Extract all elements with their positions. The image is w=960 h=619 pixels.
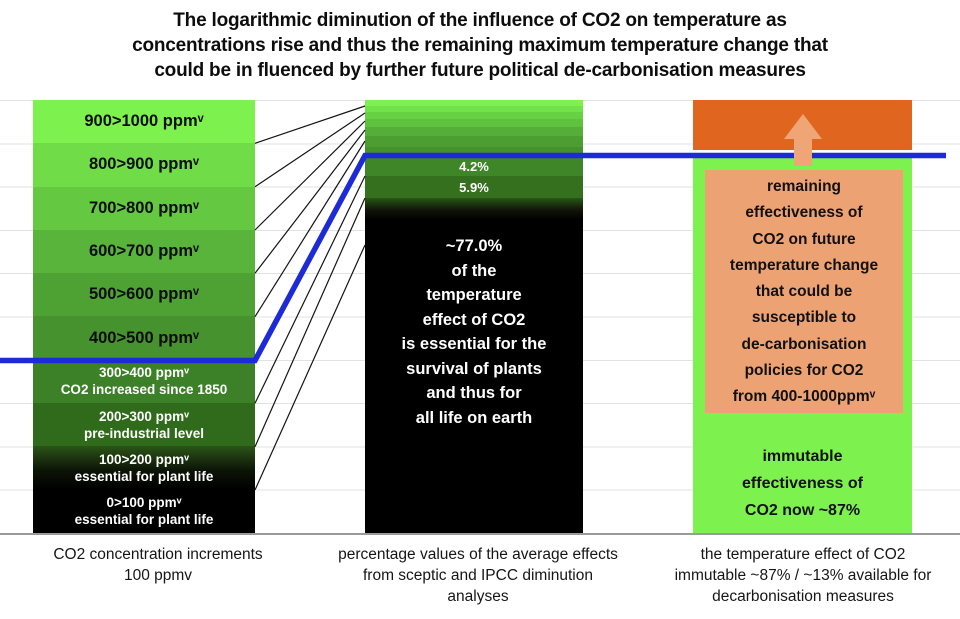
pct-label-300-400: 4.2% <box>459 159 489 174</box>
stripe-900-1000 <box>365 100 583 106</box>
band-label: 400>500 ppmᵛ <box>88 328 200 347</box>
box-line: that could be <box>755 283 853 301</box>
page-title: The logarithmic diminution of the influe… <box>40 8 920 83</box>
stripe-400-450 <box>365 147 583 157</box>
fade-to-black <box>365 198 583 220</box>
box-line: effectiveness of <box>745 204 863 222</box>
title-line-1: The logarithmic diminution of the influe… <box>173 10 787 31</box>
box-line: CO2 on future <box>752 230 856 248</box>
band-label: 100>200 ppmᵛ <box>98 452 190 468</box>
band-600-700: 600>700 ppmᵛ <box>33 229 255 274</box>
percentage-effects-column: 4.2% 5.9% ~77.0% of the temperature effe… <box>365 100 583 533</box>
immutable-line: immutable <box>762 448 843 465</box>
remaining-effectiveness-box: remaining effectiveness of CO2 on future… <box>705 170 903 413</box>
box-line: remaining <box>766 178 842 195</box>
band-400-500: 400>500 ppmᵛ <box>33 316 255 360</box>
title-line-3: could be in fluenced by further future p… <box>154 60 806 81</box>
band-label: 200>300 ppmᵛ <box>98 408 190 424</box>
band-300-400: 300>400 ppmᵛ CO2 increased since 1850 <box>33 359 255 404</box>
band-800-900: 800>900 ppmᵛ <box>33 143 255 187</box>
box-line: policies for CO2 <box>744 362 864 380</box>
caption-line: analyses <box>447 588 509 605</box>
fan-line <box>254 120 366 231</box>
black-text-line: effect of CO2 <box>422 310 526 329</box>
caption-line: from sceptic and IPCC diminution <box>362 567 593 584</box>
black-text-line: survival of plants <box>406 359 542 378</box>
pct-label-200-300: 5.9% <box>459 179 489 195</box>
band-sublabel: essential for plant life <box>74 469 214 485</box>
blue-boundary-polyline <box>0 152 946 364</box>
band-label: 900>1000 ppmᵛ <box>84 112 204 131</box>
band-label: 600>700 ppmᵛ <box>88 242 200 261</box>
immutable-line: effectiveness of <box>742 475 863 492</box>
band-label: 800>900 ppmᵛ <box>88 155 200 174</box>
caption-line: percentage values of the average effects <box>338 546 618 563</box>
stripe-200-300-pct: 5.9% <box>365 176 583 198</box>
black-text-line: temperature <box>426 286 522 304</box>
black-text-line: of the <box>451 261 497 280</box>
fan-line <box>254 175 366 404</box>
band-200-300: 200>300 ppmᵛ pre-industrial level <box>33 403 255 447</box>
band-label: 500>600 ppmᵛ <box>88 285 200 304</box>
band-sublabel: CO2 increased since 1850 <box>60 382 228 398</box>
stripe-500-600 <box>365 127 583 136</box>
caption-line: 100 ppmv <box>123 567 193 584</box>
fan-line <box>254 140 366 318</box>
band-700-800: 700>800 ppmᵛ <box>33 186 255 230</box>
immutable-effectiveness-label: immutable effectiveness of CO2 now ~87% <box>693 443 912 524</box>
title-line-2: concentrations rise and thus the remaini… <box>132 35 828 56</box>
stripe-700-800 <box>365 112 583 119</box>
stripe-450-500 <box>365 136 583 147</box>
caption-line: immutable ~87% / ~13% available for <box>674 567 932 584</box>
band-label: 0>100 ppmᵛ <box>106 495 182 511</box>
arrow-shape <box>784 114 822 166</box>
band-100-200: 100>200 ppmᵛ essential for plant life <box>33 446 255 490</box>
black-text-line: ~77.0% <box>445 237 503 255</box>
fan-line <box>254 112 366 188</box>
band-900-1000: 900>1000 ppmᵛ <box>33 100 255 144</box>
fan-line <box>254 197 366 447</box>
band-0-100: 0>100 ppmᵛ essential for plant life <box>33 489 255 533</box>
stripe-800-900 <box>365 106 583 112</box>
caption-temperature-effect: the temperature effect of CO2 immutable … <box>640 544 960 607</box>
stripe-600-700 <box>365 119 583 127</box>
band-label: 700>800 ppmᵛ <box>88 198 200 217</box>
caption-line: CO2 concentration increments <box>53 546 263 563</box>
caption-co2-increments: CO2 concentration increments 100 ppmv <box>8 544 308 586</box>
fan-line <box>254 244 366 491</box>
black-text-line: and thus for <box>426 384 522 402</box>
temperature-effect-column: remaining effectiveness of CO2 on future… <box>693 100 912 533</box>
black-text-line: is essential for the <box>401 335 547 353</box>
co2-increments-column: 900>1000 ppmᵛ 800>900 ppmᵛ 700>800 ppmᵛ … <box>33 100 255 533</box>
fan-line <box>254 129 366 274</box>
band-label: 300>400 ppmᵛ <box>98 365 190 381</box>
box-line: de-carbonisation <box>741 335 867 353</box>
box-line: temperature change <box>729 256 879 274</box>
band-sublabel: essential for plant life <box>74 512 214 528</box>
chart-baseline <box>0 533 960 535</box>
band-500-600: 500>600 ppmᵛ <box>33 273 255 317</box>
immutable-line: CO2 now ~87% <box>744 502 861 519</box>
stripe-300-400-pct: 4.2% <box>365 157 583 176</box>
caption-line: the temperature effect of CO2 <box>700 546 906 563</box>
black-text-line: all life on earth <box>415 408 533 427</box>
black-77pct-block: ~77.0% of the temperature effect of CO2 … <box>365 220 583 533</box>
caption-percentage-values: percentage values of the average effects… <box>300 544 656 607</box>
fan-line <box>254 105 366 144</box>
caption-line: decarbonisation measures <box>712 588 894 605</box>
band-sublabel: pre-industrial level <box>83 425 205 441</box>
box-line: susceptible to <box>751 309 857 327</box>
box-line: from 400-1000ppmᵛ <box>732 388 876 406</box>
